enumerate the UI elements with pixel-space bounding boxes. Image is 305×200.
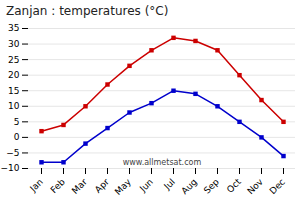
svg-text:35: 35 [8,23,19,33]
svg-text:25: 25 [8,54,19,64]
svg-text:Jun: Jun [137,177,155,195]
svg-text:Oct: Oct [225,176,243,194]
svg-text:Nov: Nov [245,176,265,196]
svg-text:Jan: Jan [27,177,45,195]
svg-text:Feb: Feb [49,177,68,196]
svg-text:20: 20 [8,70,20,80]
svg-text:Mar: Mar [70,176,89,195]
svg-text:5: 5 [14,117,20,127]
svg-text:Sep: Sep [202,177,221,196]
svg-text:Apr: Apr [93,177,111,195]
svg-text:−10: −10 [1,163,20,173]
html-text:Zanjan : temperatures (°C): Zanjan : temperatures (°C) [6,4,169,18]
svg-text:Jul: Jul [161,177,176,192]
svg-text:0: 0 [14,132,20,142]
svg-text:Aug: Aug [179,177,199,197]
svg-text:www.allmetsat.com: www.allmetsat.com [123,158,202,167]
svg-text:Dec: Dec [268,177,287,196]
svg-text:15: 15 [8,86,19,96]
svg-text:30: 30 [8,39,20,49]
svg-text:May: May [113,176,134,197]
svg-text:−5: −5 [6,148,19,158]
svg-text:10: 10 [8,101,20,111]
